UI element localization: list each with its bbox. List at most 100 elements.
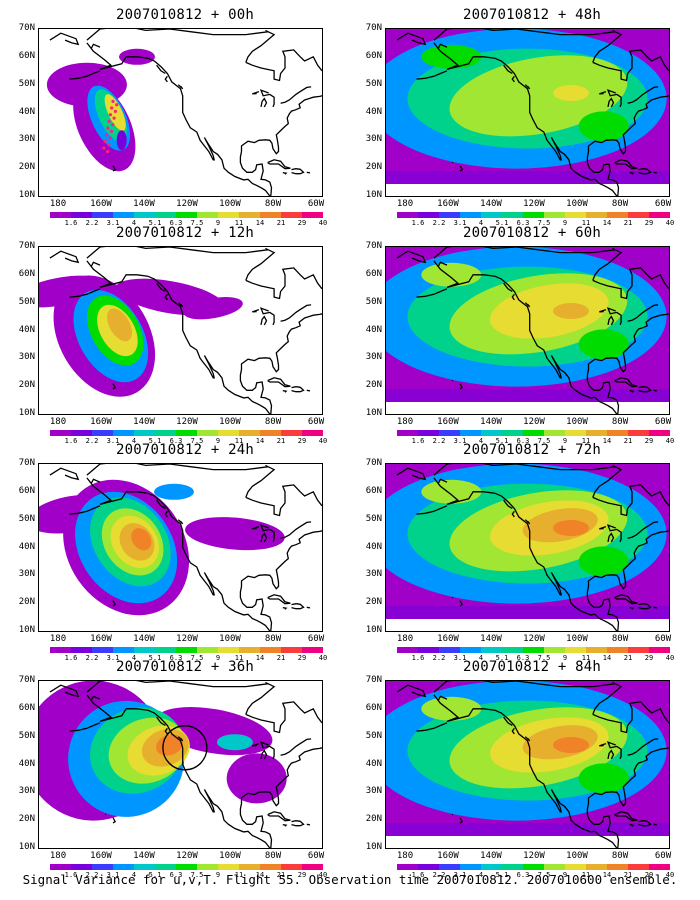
latitude-label: 40N	[365, 541, 382, 552]
colorbar-label: 1.6	[411, 654, 425, 662]
latitude-label: 50N	[18, 296, 35, 307]
figure-caption: Signal Variance for u,v,T. Flight 55. Ob…	[22, 872, 678, 887]
panel-title: 2007010812 + 84h	[462, 659, 602, 675]
colorbar-swatch	[481, 212, 502, 218]
colorbar-label: 4	[478, 437, 484, 445]
colorbar-swatch	[197, 647, 218, 653]
observation-point	[107, 143, 111, 147]
colorbar-swatch	[176, 864, 197, 870]
colorbar-swatch	[155, 864, 176, 870]
colorbar-swatch	[50, 430, 71, 436]
observation-point	[104, 133, 109, 137]
colorbar-label: 14	[602, 871, 612, 879]
latitude-label: 20N	[18, 162, 35, 173]
colorbar-swatch	[607, 430, 628, 436]
colorbar-labels: 1.6 2.2 3.1 4 5.1 6.3 7.5 9 11 14 21 29 40	[397, 437, 677, 447]
coastline	[49, 247, 322, 414]
latitude-label: 40N	[18, 541, 35, 552]
longitude-label: 120W	[523, 417, 545, 427]
colorbar-swatch	[523, 864, 544, 870]
colorbar-swatch	[260, 864, 281, 870]
colorbar-labels: 1.6 2.2 3.1 4 5.1 6.3 7.5 9 11 14 21 29 40	[397, 871, 677, 881]
colorbar-swatch	[113, 647, 134, 653]
latitude-label: 30N	[18, 786, 35, 797]
colorbar-swatch	[628, 430, 649, 436]
colorbar-swatch	[281, 647, 302, 653]
latitude-label: 50N	[365, 296, 382, 307]
colorbar-label: 7.5	[190, 654, 204, 662]
longitude-label: 100W	[566, 851, 588, 861]
colorbar-swatch	[50, 864, 71, 870]
colorbar-swatch	[418, 430, 439, 436]
longitude-label: 180	[396, 634, 414, 644]
colorbar	[50, 212, 323, 218]
observation-point	[111, 99, 115, 103]
colorbar-label: 5.1	[495, 437, 509, 445]
variance-field	[39, 681, 287, 821]
colorbar-swatch	[544, 430, 565, 436]
longitude-label: 160W	[437, 417, 459, 427]
latitude-label: 50N	[18, 513, 35, 524]
colorbar-swatch	[502, 647, 523, 653]
colorbar-swatch	[460, 430, 481, 436]
panel-title: 2007010812 + 24h	[115, 442, 255, 458]
colorbar-swatch	[502, 430, 523, 436]
longitude-label: 60W	[654, 199, 672, 209]
observation-point	[113, 109, 117, 113]
latitude-label: 40N	[365, 758, 382, 769]
colorbar-swatch	[302, 647, 323, 653]
variance-field	[39, 275, 243, 397]
colorbar-label: 1.6	[64, 437, 78, 445]
colorbar-label: 29	[644, 219, 654, 227]
colorbar-label: 7.5	[190, 871, 204, 879]
colorbar-label: 21	[276, 219, 286, 227]
colorbar-swatch	[397, 430, 418, 436]
colorbar-swatch	[628, 864, 649, 870]
colorbar-swatch	[565, 212, 586, 218]
colorbar-label: 14	[602, 437, 612, 445]
latitude-label: 20N	[365, 162, 382, 173]
colorbar-label: 5.1	[148, 219, 162, 227]
longitude-label: 180	[49, 417, 67, 427]
colorbar-label: 5.1	[495, 654, 509, 662]
map-plot	[385, 28, 670, 197]
colorbar-swatch	[586, 212, 607, 218]
latitude-label: 60N	[18, 268, 35, 279]
observation-point	[110, 106, 114, 110]
colorbar-swatch	[176, 647, 197, 653]
colorbar-label: 2.2	[85, 871, 99, 879]
colorbar-label: 9	[215, 654, 221, 662]
colorbar	[50, 864, 323, 870]
variance-field	[386, 247, 669, 414]
colorbar-label: 14	[602, 219, 612, 227]
map-panel: 2007010812 + 36h 70N 60N 50N 40N 30N 20N 10N 180…	[5, 659, 345, 879]
colorbar-label: 40	[665, 654, 675, 662]
longitude-label: 180	[49, 634, 67, 644]
longitude-label: 140W	[133, 417, 155, 427]
colorbar-swatch	[155, 430, 176, 436]
panel-title: 2007010812 + 00h	[115, 7, 255, 23]
colorbar-swatch	[607, 212, 628, 218]
colorbar-label: 9	[215, 871, 221, 879]
latitude-label: 40N	[18, 106, 35, 117]
longitude-label: 80W	[264, 417, 282, 427]
latitude-label: 70N	[365, 675, 382, 685]
colorbar-label: 29	[297, 871, 307, 879]
longitude-label: 140W	[133, 634, 155, 644]
coastline	[49, 29, 322, 196]
colorbar-swatch	[197, 864, 218, 870]
colorbar-swatch	[50, 212, 71, 218]
coastline	[49, 464, 322, 631]
colorbar-label: 9	[562, 871, 568, 879]
colorbar-label: 6.3	[169, 871, 183, 879]
colorbar-label: 1.6	[64, 219, 78, 227]
colorbar-swatch	[460, 647, 481, 653]
latitude-label: 50N	[365, 513, 382, 524]
latitude-label: 60N	[18, 485, 35, 496]
colorbar-swatch	[439, 647, 460, 653]
longitude-label: 120W	[176, 199, 198, 209]
longitude-label: 160W	[90, 199, 112, 209]
colorbar-label: 3.1	[453, 871, 467, 879]
colorbar-swatch	[239, 647, 260, 653]
longitude-label: 140W	[480, 417, 502, 427]
